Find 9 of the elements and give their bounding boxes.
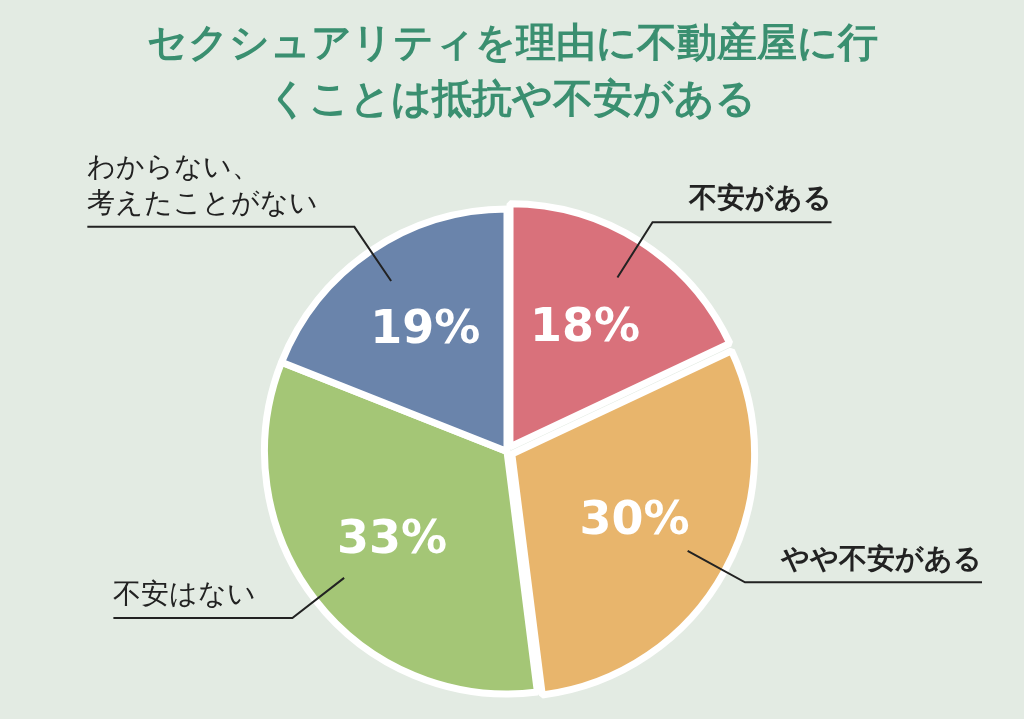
slice-label: やや不安がある (780, 541, 982, 575)
data-label: 33% (336, 509, 448, 564)
data-label: 19% (370, 300, 481, 355)
data-label: 30% (579, 490, 690, 545)
slice-label: わからない、考えたことがない (87, 150, 319, 220)
slice-label: 不安がある (687, 181, 832, 215)
slice-label: 不安はない (113, 577, 257, 611)
chart-title: セクシュアリティを理由に不動産屋に行くことは抵抗や不安がある (145, 18, 879, 123)
data-label: 18% (529, 297, 641, 352)
